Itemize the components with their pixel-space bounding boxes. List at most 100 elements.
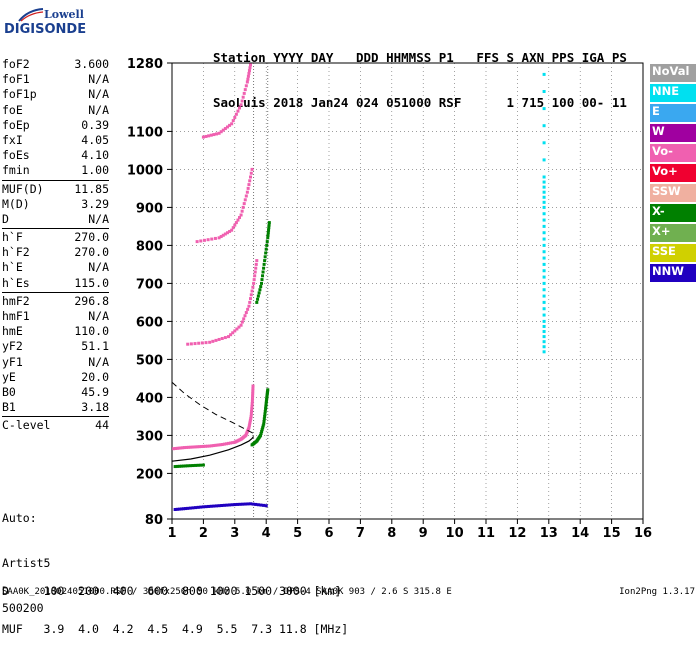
trace-point bbox=[201, 463, 205, 467]
trace-point bbox=[261, 424, 265, 428]
distance-muf-table: D 100 200 400 600 800 1000 1500 3000 [km… bbox=[2, 560, 348, 648]
trace-point bbox=[242, 91, 246, 95]
trace-point bbox=[244, 194, 248, 198]
trace-point bbox=[263, 414, 267, 418]
trace-point bbox=[181, 446, 185, 450]
x-tick-label: 7 bbox=[356, 526, 365, 541]
param-row: M(D) 3.29 bbox=[2, 197, 109, 212]
trace-point bbox=[251, 392, 255, 396]
trace-point bbox=[217, 236, 221, 240]
plot-frame bbox=[171, 62, 644, 520]
trace-point bbox=[248, 422, 252, 426]
trace-point bbox=[256, 503, 260, 507]
trace-point bbox=[234, 221, 238, 225]
trace-point bbox=[542, 237, 546, 241]
param-value: 20.0 bbox=[81, 369, 109, 384]
trace-point bbox=[229, 441, 233, 445]
y-tick-label: 500 bbox=[136, 353, 163, 368]
y-tick-label: 600 bbox=[136, 315, 163, 330]
trace-point bbox=[542, 141, 546, 145]
param-key: h`Es bbox=[2, 275, 30, 290]
trace-point bbox=[184, 464, 188, 468]
trace-point bbox=[244, 84, 248, 88]
trace-point bbox=[542, 158, 546, 162]
trace-point bbox=[214, 338, 218, 342]
header-values: SaoLuis 2018 Jan24 024 051000 RSF 1 715 … bbox=[213, 95, 627, 110]
y-tick-label: 1000 bbox=[127, 163, 163, 178]
legend-item-x-: X- bbox=[650, 204, 696, 222]
trace-point bbox=[177, 446, 181, 450]
trace-point bbox=[251, 285, 255, 289]
trace-point bbox=[267, 223, 271, 227]
trace-point bbox=[208, 444, 212, 448]
param-value: 3.18 bbox=[81, 400, 109, 415]
trace-point bbox=[228, 229, 232, 233]
trace-point bbox=[264, 247, 268, 251]
x-tick-label: 12 bbox=[508, 526, 526, 541]
trace-point bbox=[234, 112, 238, 116]
trace-point bbox=[242, 317, 246, 321]
trace-point bbox=[249, 175, 252, 179]
y-tick-label: 200 bbox=[136, 467, 163, 482]
param-value: N/A bbox=[88, 211, 109, 226]
param-key: hmF1 bbox=[2, 309, 30, 323]
trace-point bbox=[250, 407, 254, 411]
trace-point bbox=[542, 218, 546, 222]
trace-point bbox=[204, 134, 208, 138]
trace-point bbox=[254, 502, 258, 506]
trace-point bbox=[254, 266, 258, 270]
trace-point bbox=[223, 336, 227, 340]
trace-point bbox=[247, 183, 251, 187]
trace-point bbox=[542, 250, 546, 254]
trace-point bbox=[261, 270, 265, 274]
trace-point bbox=[173, 465, 177, 469]
trace-point bbox=[194, 463, 198, 467]
param-row: B0 45.9 bbox=[2, 385, 109, 400]
trace-point bbox=[225, 125, 229, 129]
trace-point bbox=[243, 314, 247, 318]
param-row: fmin 1.00 bbox=[2, 163, 109, 178]
param-row: B1 3.18 bbox=[2, 400, 109, 415]
x-tick-label: 1 bbox=[167, 526, 176, 541]
param-value: 45.9 bbox=[81, 384, 109, 399]
trace-point bbox=[237, 325, 241, 329]
param-value: 1.00 bbox=[81, 163, 109, 178]
trace-point bbox=[262, 503, 266, 507]
trace-point bbox=[246, 502, 250, 506]
param-row: foF1p N/A bbox=[2, 87, 109, 102]
param-key: C-level bbox=[2, 418, 51, 433]
trace-point bbox=[243, 502, 247, 506]
trace-point bbox=[260, 428, 264, 432]
param-row: h`F2 270.0 bbox=[2, 245, 109, 260]
trace-point bbox=[195, 240, 199, 244]
trace-point bbox=[189, 445, 193, 449]
trace-point bbox=[542, 175, 546, 179]
trace-point bbox=[249, 412, 253, 416]
trace-point bbox=[262, 422, 266, 426]
param-key: B1 bbox=[2, 400, 16, 415]
trace-point bbox=[542, 300, 546, 304]
param-value: 4.05 bbox=[81, 132, 109, 147]
trace-point bbox=[233, 503, 237, 507]
x-tick-label: 9 bbox=[419, 526, 428, 541]
trace-point bbox=[221, 128, 225, 132]
logo-line1: Lowell bbox=[44, 8, 84, 21]
trace-point bbox=[254, 262, 258, 266]
trace-point bbox=[255, 300, 259, 304]
header-labels: Station YYYY DAY DDD HHMMSS P1 FFS S AXN… bbox=[213, 50, 627, 65]
trace-point bbox=[216, 443, 220, 447]
trace-point bbox=[223, 232, 227, 236]
trace-point bbox=[542, 195, 546, 199]
trace-point bbox=[249, 414, 253, 418]
trace-point bbox=[259, 285, 263, 289]
trace-point bbox=[259, 281, 263, 285]
trace-point bbox=[194, 506, 198, 510]
param-value: 51.1 bbox=[81, 339, 109, 354]
trace-point bbox=[210, 237, 214, 241]
trace-point bbox=[204, 341, 208, 345]
trace-point bbox=[248, 66, 252, 70]
trace-point bbox=[249, 416, 253, 420]
trace-point bbox=[245, 190, 249, 194]
trace-point bbox=[219, 235, 223, 239]
trace-point bbox=[262, 417, 266, 421]
